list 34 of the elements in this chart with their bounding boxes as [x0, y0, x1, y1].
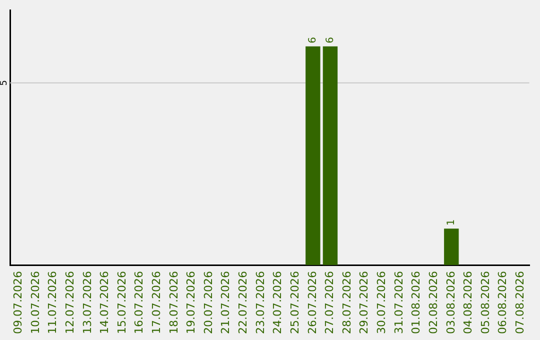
x-tick-label: 11.07.2026 — [46, 271, 60, 334]
x-tick-label: 06.08.2026 — [496, 271, 510, 334]
x-tick-label: 21.07.2026 — [219, 271, 232, 334]
x-tick-label: 24.07.2026 — [271, 271, 284, 334]
x-tick-label: 13.07.2026 — [80, 271, 94, 334]
x-tick-label: 25.07.2026 — [288, 271, 302, 334]
x-tick-label: 04.08.2026 — [462, 271, 475, 334]
data-label: 6 — [308, 37, 319, 44]
ref-line-label: 5 — [0, 80, 10, 86]
x-tick-label: 23.07.2026 — [254, 271, 267, 334]
x-tick-label: 10.07.2026 — [28, 271, 42, 334]
x-tick-label: 07.08.2026 — [513, 271, 526, 334]
x-tick-label: 20.07.2026 — [202, 271, 215, 334]
x-tick-label: 12.07.2026 — [63, 271, 76, 334]
x-tick-label: 15.07.2026 — [115, 271, 128, 334]
x-tick-label: 14.07.2026 — [98, 271, 112, 334]
x-tick-label: 31.07.2026 — [392, 271, 406, 334]
x-tick-label: 18.07.2026 — [167, 271, 180, 334]
x-tick-label: 30.07.2026 — [375, 271, 388, 334]
data-label: 1 — [446, 219, 457, 226]
x-tick-label: 19.07.2026 — [184, 271, 198, 334]
data-label: 6 — [324, 37, 336, 44]
x-tick-label: 27.07.2026 — [323, 271, 336, 334]
x-tick-label: 17.07.2026 — [150, 271, 163, 334]
x-tick-label: 26.07.2026 — [306, 271, 319, 334]
x-tick-label: 02.08.2026 — [426, 271, 440, 334]
x-tick-label: 29.07.2026 — [358, 271, 371, 334]
x-tick-label: 09.07.2026 — [12, 271, 25, 334]
x-tick-label: 03.08.2026 — [444, 271, 458, 334]
x-tick-label: 22.07.2026 — [236, 271, 250, 334]
x-tick-label: 05.08.2026 — [478, 271, 492, 334]
x-tick-label: 28.07.2026 — [340, 271, 354, 334]
x-tick-label: 01.08.2026 — [410, 271, 423, 334]
x-tick-label: 16.07.2026 — [132, 271, 146, 334]
